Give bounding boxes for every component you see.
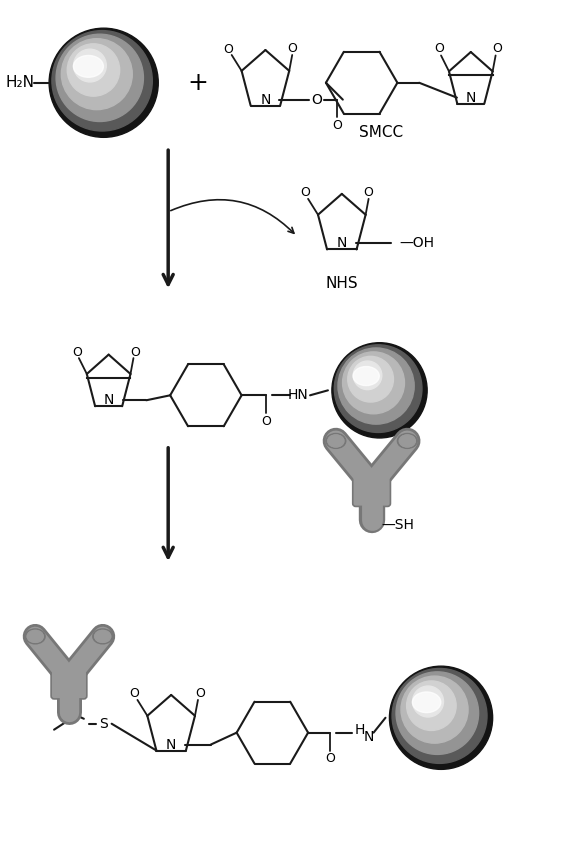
Ellipse shape [52, 30, 152, 131]
Ellipse shape [93, 629, 113, 644]
Text: S: S [99, 717, 108, 731]
Text: —OH: —OH [399, 237, 434, 251]
Ellipse shape [95, 630, 111, 642]
Ellipse shape [334, 345, 422, 433]
Ellipse shape [399, 435, 415, 447]
Ellipse shape [392, 668, 487, 763]
Ellipse shape [407, 681, 456, 731]
Text: N: N [466, 91, 476, 105]
Text: O: O [195, 688, 205, 701]
Ellipse shape [343, 352, 405, 414]
FancyBboxPatch shape [353, 472, 390, 506]
Ellipse shape [348, 356, 394, 402]
Ellipse shape [326, 434, 346, 448]
Text: O: O [325, 752, 335, 765]
Text: O: O [129, 688, 139, 701]
Ellipse shape [73, 49, 107, 82]
Text: N: N [260, 93, 270, 107]
Ellipse shape [25, 629, 45, 644]
Ellipse shape [413, 692, 441, 713]
Text: SMCC: SMCC [359, 125, 403, 140]
Text: O: O [287, 42, 297, 55]
Ellipse shape [56, 34, 143, 121]
Text: O: O [434, 42, 444, 55]
Text: O: O [312, 93, 323, 107]
Ellipse shape [67, 44, 120, 96]
FancyArrowPatch shape [171, 199, 294, 233]
Text: O: O [332, 119, 342, 132]
Text: O: O [223, 42, 233, 55]
Ellipse shape [28, 630, 43, 642]
Text: O: O [364, 186, 374, 199]
Ellipse shape [61, 39, 132, 109]
Ellipse shape [353, 367, 379, 386]
Ellipse shape [328, 435, 344, 447]
Ellipse shape [95, 630, 111, 642]
Ellipse shape [401, 676, 468, 743]
Text: N: N [166, 738, 176, 752]
Ellipse shape [398, 434, 417, 448]
Text: +: + [187, 71, 209, 95]
Text: N: N [336, 237, 347, 251]
Text: O: O [131, 346, 140, 359]
Text: O: O [300, 186, 310, 199]
Ellipse shape [328, 435, 344, 447]
Ellipse shape [73, 55, 103, 77]
Ellipse shape [338, 348, 414, 424]
Ellipse shape [396, 672, 478, 754]
Ellipse shape [49, 29, 158, 137]
Ellipse shape [413, 686, 444, 717]
Text: O: O [261, 414, 272, 427]
FancyBboxPatch shape [51, 665, 87, 699]
Ellipse shape [353, 361, 382, 389]
Text: HN: HN [288, 388, 308, 402]
Ellipse shape [28, 630, 43, 642]
Ellipse shape [390, 666, 493, 769]
Text: —SH: —SH [382, 518, 414, 532]
Text: N: N [363, 730, 374, 744]
Text: O: O [493, 42, 503, 55]
Text: O: O [72, 346, 82, 359]
Ellipse shape [332, 342, 427, 438]
Text: N: N [104, 394, 114, 407]
Text: H: H [355, 723, 365, 737]
Text: NHS: NHS [325, 276, 358, 290]
Ellipse shape [399, 435, 415, 447]
Text: H₂N: H₂N [5, 75, 34, 90]
